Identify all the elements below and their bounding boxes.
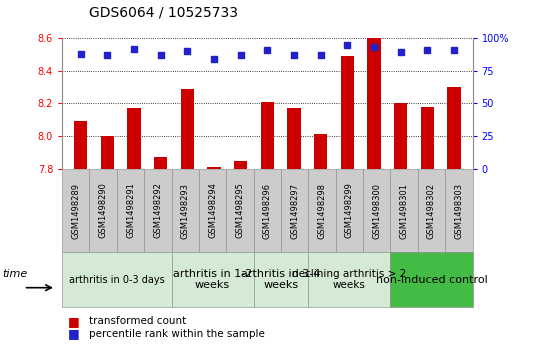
Point xyxy=(237,52,245,58)
Bar xyxy=(101,136,114,169)
Text: percentile rank within the sample: percentile rank within the sample xyxy=(89,329,265,339)
Point xyxy=(289,52,298,58)
Text: GDS6064 / 10525733: GDS6064 / 10525733 xyxy=(89,6,238,20)
Point xyxy=(369,44,378,50)
Bar xyxy=(447,87,461,169)
Text: arthritis in 0-3 days: arthritis in 0-3 days xyxy=(69,274,165,285)
Bar xyxy=(394,103,407,169)
Text: GSM1498290: GSM1498290 xyxy=(99,183,107,238)
Text: GSM1498303: GSM1498303 xyxy=(454,183,463,238)
Bar xyxy=(234,161,247,169)
Point xyxy=(130,46,138,52)
Point xyxy=(423,47,431,53)
Text: GSM1498296: GSM1498296 xyxy=(263,183,272,238)
Text: GSM1498299: GSM1498299 xyxy=(345,183,354,238)
Bar xyxy=(367,38,381,169)
Text: non-induced control: non-induced control xyxy=(376,274,487,285)
Bar xyxy=(341,56,354,169)
Bar xyxy=(127,109,141,169)
Bar xyxy=(154,158,167,169)
Bar xyxy=(287,109,301,169)
Bar xyxy=(421,107,434,169)
Text: GSM1498289: GSM1498289 xyxy=(71,183,80,238)
Text: GSM1498291: GSM1498291 xyxy=(126,183,135,238)
Text: transformed count: transformed count xyxy=(89,316,186,326)
Text: arthritis in 3-4
weeks: arthritis in 3-4 weeks xyxy=(241,269,321,290)
Point xyxy=(157,52,165,58)
Point xyxy=(210,56,218,62)
Text: GSM1498297: GSM1498297 xyxy=(290,183,299,238)
Point xyxy=(396,50,405,56)
Text: arthritis in 1-2
weeks: arthritis in 1-2 weeks xyxy=(173,269,252,290)
Text: GSM1498294: GSM1498294 xyxy=(208,183,217,238)
Point xyxy=(263,47,272,53)
Point xyxy=(316,52,325,58)
Bar xyxy=(207,167,221,169)
Point xyxy=(103,52,112,58)
Text: GSM1498293: GSM1498293 xyxy=(181,183,190,238)
Bar xyxy=(261,102,274,169)
Text: GSM1498295: GSM1498295 xyxy=(235,183,245,238)
Text: ■: ■ xyxy=(68,315,79,328)
Text: ■: ■ xyxy=(68,327,79,340)
Text: GSM1498292: GSM1498292 xyxy=(153,183,163,238)
Bar xyxy=(314,135,327,169)
Bar xyxy=(74,122,87,169)
Text: time: time xyxy=(3,269,28,279)
Point xyxy=(77,51,85,57)
Bar xyxy=(181,89,194,169)
Point xyxy=(449,47,458,53)
Point xyxy=(183,48,192,54)
Text: GSM1498300: GSM1498300 xyxy=(372,183,381,238)
Point xyxy=(343,42,352,48)
Text: GSM1498301: GSM1498301 xyxy=(400,183,409,238)
Text: GSM1498302: GSM1498302 xyxy=(427,183,436,238)
Text: GSM1498298: GSM1498298 xyxy=(318,183,327,238)
Text: declining arthritis > 2
weeks: declining arthritis > 2 weeks xyxy=(292,269,407,290)
